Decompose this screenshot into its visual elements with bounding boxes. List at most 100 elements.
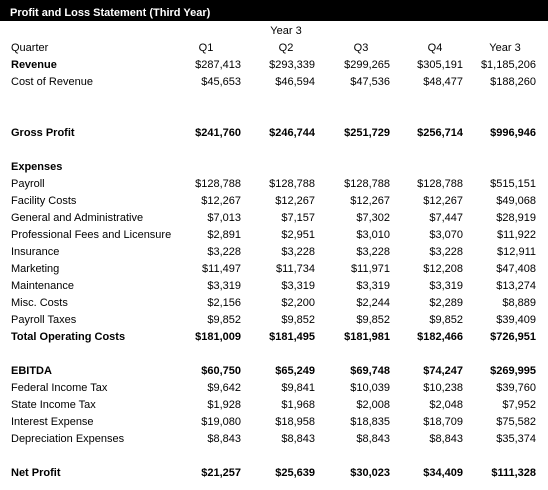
cell-q3: $2,244 (356, 297, 390, 309)
cell-q1: $241,760 (195, 127, 241, 139)
expenses-heading: Expenses (11, 161, 63, 173)
year-header: Year 3 (270, 25, 302, 37)
expense-row-facility-costs: Facility Costs $12,267 $12,267 $12,267 $… (0, 193, 548, 210)
cell-q3: $7,302 (356, 212, 390, 224)
row-label: Payroll Taxes (11, 314, 77, 326)
depreciation-expenses-row: Depreciation Expenses $8,843 $8,843 $8,8… (0, 431, 548, 448)
row-label: Revenue (11, 59, 57, 71)
cell-year: $11,922 (497, 229, 536, 241)
cell-q4: $34,409 (423, 467, 463, 479)
expense-row-professional-fees: Professional Fees and Licensure $2,891 $… (0, 227, 548, 244)
cell-q1: $128,788 (195, 178, 241, 190)
cell-q2: $1,968 (281, 399, 315, 411)
total-operating-costs-row: Total Operating Costs $181,009 $181,495 … (0, 329, 548, 346)
cell-q4: $18,709 (423, 416, 463, 428)
cost-of-revenue-row: Cost of Revenue $45,653 $46,594 $47,536 … (0, 74, 548, 91)
cell-q1: $2,156 (207, 297, 241, 309)
cell-year: $49,068 (496, 195, 536, 207)
row-label: Maintenance (11, 280, 74, 292)
cell-q1: $3,228 (207, 246, 241, 258)
cell-q4: $182,466 (417, 331, 463, 343)
cell-q2: $3,319 (281, 280, 315, 292)
cell-q2: $25,639 (275, 467, 315, 479)
cell-q4: $305,191 (417, 59, 463, 71)
row-label: Marketing (11, 263, 60, 275)
cell-q3: $299,265 (344, 59, 390, 71)
cell-q1: $12,267 (201, 195, 241, 207)
expense-row-general-admin: General and Administrative $7,013 $7,157… (0, 210, 548, 227)
cell-q2: $12,267 (275, 195, 315, 207)
cell-q1: $1,928 (207, 399, 241, 411)
cell-q4: $128,788 (417, 178, 463, 190)
col-header-q2: Q2 (278, 42, 294, 54)
cell-q4: $10,238 (423, 382, 463, 394)
cell-year: $39,409 (496, 314, 536, 326)
cell-q3: $9,852 (356, 314, 390, 326)
cell-year: $75,582 (496, 416, 536, 428)
cell-q2: $181,495 (269, 331, 315, 343)
ebitda-row: EBITDA $60,750 $65,249 $69,748 $74,247 $… (0, 363, 548, 380)
cell-q3: $3,319 (356, 280, 390, 292)
expense-row-payroll-taxes: Payroll Taxes $9,852 $9,852 $9,852 $9,85… (0, 312, 548, 329)
cell-year: $726,951 (490, 331, 536, 343)
cell-q3: $181,981 (344, 331, 390, 343)
cell-q2: $46,594 (275, 76, 315, 88)
cell-q3: $2,008 (356, 399, 390, 411)
cell-q3: $8,843 (356, 433, 390, 445)
quarter-label: Quarter (11, 42, 49, 54)
cell-q3: $3,010 (356, 229, 390, 241)
cell-q2: $65,249 (275, 365, 315, 377)
expense-row-misc-costs: Misc. Costs $2,156 $2,200 $2,244 $2,289 … (0, 295, 548, 312)
net-profit-row: Net Profit $21,257 $25,639 $30,023 $34,4… (0, 465, 548, 482)
cell-q2: $128,788 (269, 178, 315, 190)
cell-q2: $2,951 (281, 229, 315, 241)
cell-q1: $11,497 (202, 263, 241, 275)
row-label: Gross Profit (11, 127, 75, 139)
expense-row-marketing: Marketing $11,497 $11,734 $11,971 $12,20… (0, 261, 548, 278)
gross-profit-row: Gross Profit $241,760 $246,744 $251,729 … (0, 125, 548, 142)
cell-q4: $8,843 (429, 433, 463, 445)
cell-q2: $8,843 (281, 433, 315, 445)
row-label: Net Profit (11, 467, 61, 479)
cell-q2: $9,841 (281, 382, 315, 394)
cell-q2: $9,852 (281, 314, 315, 326)
row-label: Facility Costs (11, 195, 77, 207)
row-label: Federal Income Tax (11, 382, 108, 394)
cell-q4: $2,048 (429, 399, 463, 411)
cell-year: $7,952 (502, 399, 536, 411)
cell-q3: $128,788 (344, 178, 390, 190)
row-label: Professional Fees and Licensure (11, 229, 172, 241)
cell-year: $13,274 (496, 280, 536, 292)
cell-q2: $7,157 (281, 212, 315, 224)
cell-q3: $12,267 (350, 195, 390, 207)
expense-row-insurance: Insurance $3,228 $3,228 $3,228 $3,228 $1… (0, 244, 548, 261)
row-label: Total Operating Costs (11, 331, 126, 343)
cell-q2: $293,339 (269, 59, 315, 71)
year-header-row: Year 3 (0, 23, 548, 40)
cell-q2: $3,228 (281, 246, 315, 258)
cell-q2: $11,734 (276, 263, 315, 275)
cell-q3: $11,971 (351, 263, 390, 275)
cell-year: $188,260 (490, 76, 536, 88)
cell-year: $35,374 (496, 433, 536, 445)
cell-q1: $9,642 (207, 382, 241, 394)
cell-q1: $19,080 (201, 416, 241, 428)
cell-q1: $2,891 (207, 229, 241, 241)
cell-year: $996,946 (490, 127, 536, 139)
cell-year: $28,919 (496, 212, 536, 224)
col-header-year: Year 3 (489, 42, 521, 54)
cell-q1: $21,257 (201, 467, 241, 479)
cell-year: $515,151 (490, 178, 536, 190)
col-header-q1: Q1 (198, 42, 214, 54)
row-label: Insurance (11, 246, 60, 258)
cell-q4: $3,319 (429, 280, 463, 292)
state-income-tax-row: State Income Tax $1,928 $1,968 $2,008 $2… (0, 397, 548, 414)
cell-q4: $48,477 (423, 76, 463, 88)
cell-q3: $3,228 (356, 246, 390, 258)
cell-q3: $10,039 (350, 382, 390, 394)
col-header-q4: Q4 (427, 42, 443, 54)
row-label: Cost of Revenue (11, 76, 93, 88)
cell-q4: $12,267 (423, 195, 463, 207)
revenue-row: Revenue $287,413 $293,339 $299,265 $305,… (0, 57, 548, 74)
quarter-header-row: Quarter Q1 Q2 Q3 Q4 Year 3 (0, 40, 548, 57)
